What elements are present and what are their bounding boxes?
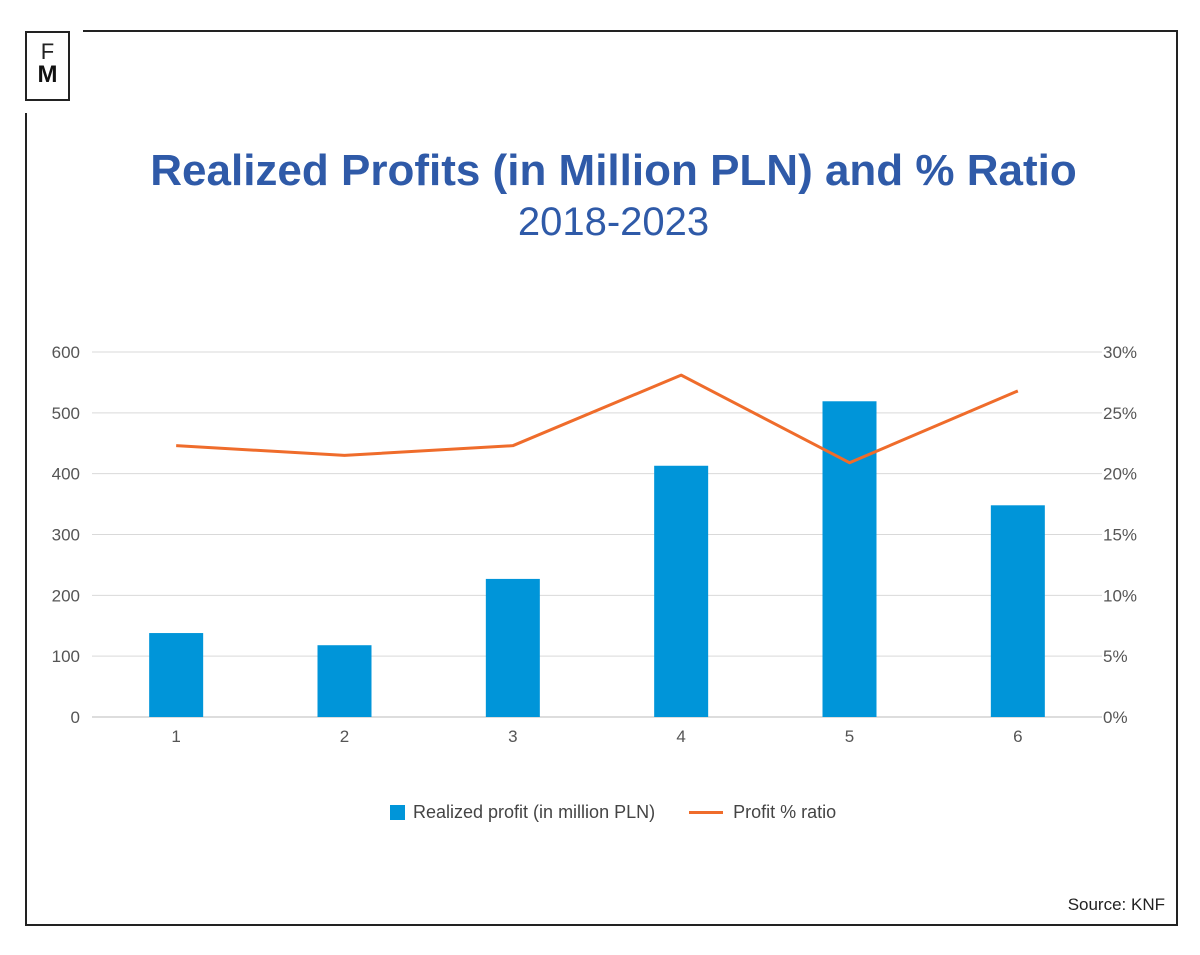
- bar: [654, 465, 709, 717]
- bar: [485, 578, 540, 717]
- chart-subtitle: 2018-2023: [517, 200, 710, 244]
- y2-tick-label: 5%: [1103, 647, 1128, 666]
- frame-border: [25, 924, 1178, 926]
- x-tick-label: 6: [1013, 727, 1022, 746]
- logo: F M: [25, 31, 70, 101]
- bar: [990, 505, 1045, 717]
- logo-letter: F: [40, 39, 55, 64]
- x-tick-label: 5: [845, 727, 854, 746]
- y-tick-label: 0: [71, 708, 80, 727]
- bar: [317, 645, 372, 717]
- bar: [822, 401, 877, 717]
- y-tick-label: 400: [52, 465, 80, 484]
- ratio-line: [176, 373, 1019, 465]
- y2-tick-label: 25%: [1103, 404, 1137, 423]
- legend: Realized profit (in million PLN) Profit …: [390, 802, 836, 823]
- y2-tick-label: 10%: [1103, 586, 1137, 605]
- frame-border: [25, 113, 27, 926]
- y2-tick-label: 15%: [1103, 526, 1137, 545]
- x-tick-label: 1: [171, 727, 180, 746]
- legend-bar-swatch: [390, 805, 405, 820]
- y-tick-label: 100: [52, 647, 80, 666]
- x-tick-label: 2: [340, 727, 349, 746]
- y-tick-label: 500: [52, 404, 80, 423]
- legend-label: Realized profit (in million PLN): [413, 802, 656, 822]
- y-tick-label: 200: [52, 586, 80, 605]
- y2-tick-label: 0%: [1103, 708, 1128, 727]
- y-tick-label: 600: [52, 343, 80, 362]
- bar: [149, 633, 204, 717]
- y2-tick-label: 30%: [1103, 343, 1137, 362]
- y-tick-label: 300: [52, 526, 80, 545]
- x-tick-label: 4: [676, 727, 685, 746]
- logo-letter: M: [37, 61, 58, 88]
- y2-tick-label: 20%: [1103, 465, 1137, 484]
- legend-line-swatch: [689, 811, 724, 814]
- chart-title: Realized Profits (in Million PLN) and % …: [150, 146, 1077, 195]
- source-note: Source: KNF: [1067, 895, 1165, 914]
- x-tick-label: 3: [508, 727, 517, 746]
- legend-label: Profit % ratio: [733, 802, 837, 822]
- frame-border: [83, 30, 1178, 32]
- frame-border: [1176, 30, 1178, 926]
